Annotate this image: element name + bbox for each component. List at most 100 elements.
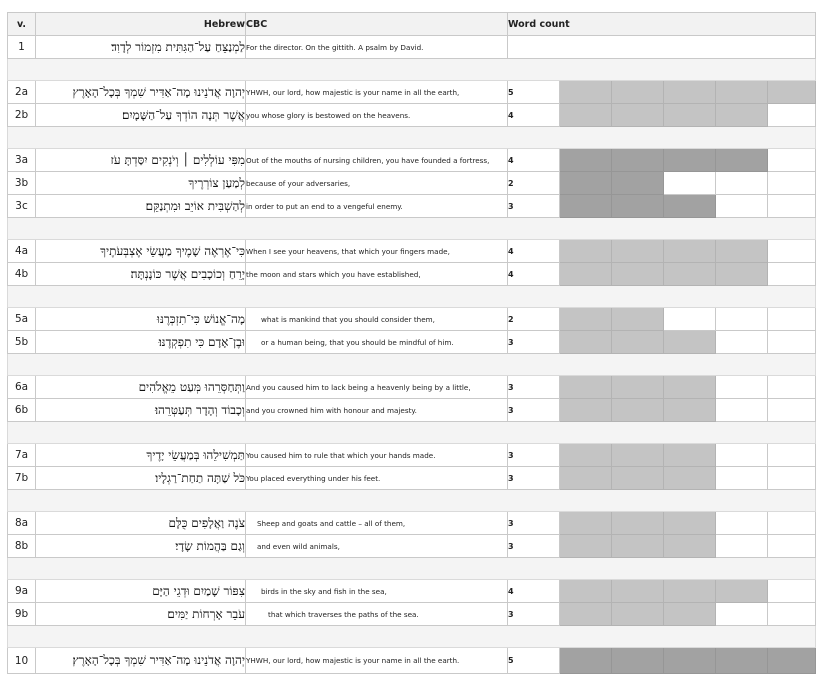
word-count-bar-empty <box>766 466 817 490</box>
cbc-translation: what is mankind that you should consider… <box>245 307 508 331</box>
word-count-number: 2 <box>507 307 560 331</box>
word-count-bar-empty <box>766 148 817 172</box>
verse-number: 4b <box>7 262 36 286</box>
word-count-bar-empty <box>715 466 768 490</box>
table-row: 9b עֹבֵר אָרְחוֹת יַמִּים׃ that which trav… <box>7 602 817 626</box>
word-count-bar-filled <box>559 375 612 399</box>
verse-number: 3a <box>7 148 36 172</box>
word-count-bar-filled <box>663 194 716 218</box>
word-count-bar-filled <box>611 466 664 490</box>
verse-number: 3c <box>7 194 36 218</box>
word-count-bar-filled <box>611 647 664 674</box>
hebrew-text: לְמַעַן צוֹרְרֶיךָ <box>35 171 246 195</box>
word-count-bar-filled <box>663 602 716 626</box>
hebrew-text: וַתְּחַסְּרֵהוּ מְּעַט מֵאֱלֹהִים <box>35 375 246 399</box>
verse-number: 2b <box>7 103 36 127</box>
cbc-translation: you whose glory is bestowed on the heave… <box>245 103 508 127</box>
section-separator <box>6 58 817 81</box>
separator-cell <box>6 557 817 580</box>
word-count-bar-filled <box>611 579 664 603</box>
word-count-bar-filled <box>559 148 612 172</box>
word-count-bar-empty <box>766 511 817 535</box>
table-row: 10 יְהוָה אֲדֹנֵינוּ מָה־אַדִּיר שִׁמְךָ … <box>7 647 817 674</box>
word-count-bar-filled <box>715 579 768 603</box>
word-count-number: 4 <box>507 262 560 286</box>
word-count-bar-filled <box>663 579 716 603</box>
word-count-number: 4 <box>507 579 560 603</box>
word-count-bar-filled <box>611 171 664 195</box>
word-count-bar-empty <box>766 330 817 354</box>
word-count-bar-filled <box>559 262 612 286</box>
verse-number: 1 <box>7 35 36 59</box>
word-count-number: 3 <box>507 398 560 422</box>
separator-cell <box>6 489 817 512</box>
hebrew-text: יָרֵחַ וְכוֹכָבִים אֲשֶׁר כּוֹנָנְתָּה׃ <box>35 262 246 286</box>
word-count-bar-empty <box>715 330 768 354</box>
word-count-column-header: Word count <box>506 12 817 36</box>
word-count-bar-filled <box>559 511 612 535</box>
cbc-translation: that which traverses the paths of the se… <box>245 602 508 626</box>
table-row: 4b יָרֵחַ וְכוֹכָבִים אֲשֶׁר כּוֹנָנְתָּה… <box>7 262 817 286</box>
table-row: 2b אֲשֶׁר תְּנָה הוֹדְךָ עַל־הַשָּׁמָיִם׃… <box>7 103 817 127</box>
cbc-translation: because of your adversaries, <box>245 171 508 195</box>
verse-number: 6b <box>7 398 36 422</box>
table-row: 5a מָה־אֱנוֹשׁ כִּי־תִזְכְּרֶנּוּ what is … <box>7 307 817 331</box>
word-count-bar-filled <box>559 171 612 195</box>
word-count-bar-filled <box>611 330 664 354</box>
word-count-bar-filled <box>611 194 664 218</box>
verse-number: 9b <box>7 602 36 626</box>
word-count-number: 2 <box>507 171 560 195</box>
psalm-8-word-count-table: v. Hebrew CBC Word count 1 לַמְנַצֵּחַ עַ… <box>6 12 817 674</box>
word-count-number: 4 <box>507 148 560 172</box>
cbc-translation: Out of the mouths of nursing children, y… <box>245 148 508 172</box>
word-count-bar-filled <box>611 602 664 626</box>
word-count-bar-filled <box>663 511 716 535</box>
header-row: v. Hebrew CBC Word count <box>7 12 817 36</box>
verse-number: 6a <box>7 375 36 399</box>
cbc-translation: You caused him to rule that which your h… <box>245 443 508 467</box>
word-count-bar-empty <box>715 443 768 467</box>
word-count-bar-empty <box>715 171 768 195</box>
word-count-bar-filled <box>559 534 612 558</box>
hebrew-text: וְכָבוֹד וְהָדָר תְּעַטְּרֵהוּ׃ <box>35 398 246 422</box>
separator-cell <box>6 353 817 376</box>
section-separator <box>6 217 817 240</box>
word-count-bar-filled <box>611 262 664 286</box>
separator-cell <box>6 421 817 444</box>
cbc-translation: And you caused him to lack being a heave… <box>245 375 508 399</box>
word-count-bar-empty <box>766 534 817 558</box>
word-count-bar-filled <box>611 375 664 399</box>
word-count-bar-filled <box>611 239 664 263</box>
word-count-bar-empty <box>766 443 817 467</box>
table-row: 6a וַתְּחַסְּרֵהוּ מְּעַט מֵאֱלֹהִים And y… <box>7 375 817 399</box>
word-count-bar-filled <box>559 80 612 104</box>
word-count-bar-filled <box>663 466 716 490</box>
section-separator <box>6 126 817 149</box>
table-row: 7a תַּמְשִׁילֵהוּ בְּמַעֲשֵׂי יָדֶיךָ You … <box>7 443 817 467</box>
cbc-translation: You placed everything under his feet. <box>245 466 508 490</box>
cbc-translation: and you crowned him with honour and maje… <box>245 398 508 422</box>
cbc-translation: and even wild animals, <box>245 534 508 558</box>
word-count-bar-filled <box>559 239 612 263</box>
section-separator <box>6 625 817 648</box>
cbc-translation: or a human being, that you should be min… <box>245 330 508 354</box>
word-count-bar-filled <box>611 148 664 172</box>
cbc-translation: YHWH, our lord, how majestic is your nam… <box>245 80 508 104</box>
word-count-bar-empty <box>715 375 768 399</box>
word-count-number: 3 <box>507 375 560 399</box>
verse-number: 8b <box>7 534 36 558</box>
word-count-number: 3 <box>507 466 560 490</box>
table-row: 3c לְהַשְׁבִּית אוֹיֵב וּמִתְנַקֵּם׃ in or… <box>7 194 817 218</box>
cbc-translation: For the director. On the gittith. A psal… <box>245 35 508 59</box>
word-count-number: 3 <box>507 511 560 535</box>
cbc-column-header: CBC <box>245 12 508 36</box>
word-count-bar-filled <box>611 398 664 422</box>
table-row: 4a כִּי־אֶרְאֶה שָׁמֶיךָ מַעֲשֵׂי אֶצְבְּ… <box>7 239 817 263</box>
table-row: 5b וּבֶן־אָדָם כִּי תִפְקְדֶנּוּ׃ or a hum… <box>7 330 817 354</box>
word-count-empty <box>506 35 817 59</box>
word-count-bar-filled <box>611 534 664 558</box>
psalm-table-container: v. Hebrew CBC Word count 1 לַמְנַצֵּחַ עַ… <box>6 12 817 674</box>
hebrew-text: יְהוָה אֲדֹנֵינוּ מָה־אַדִּיר שִׁמְךָ בְ… <box>35 80 246 104</box>
word-count-bar-filled <box>663 443 716 467</box>
word-count-number: 4 <box>507 239 560 263</box>
